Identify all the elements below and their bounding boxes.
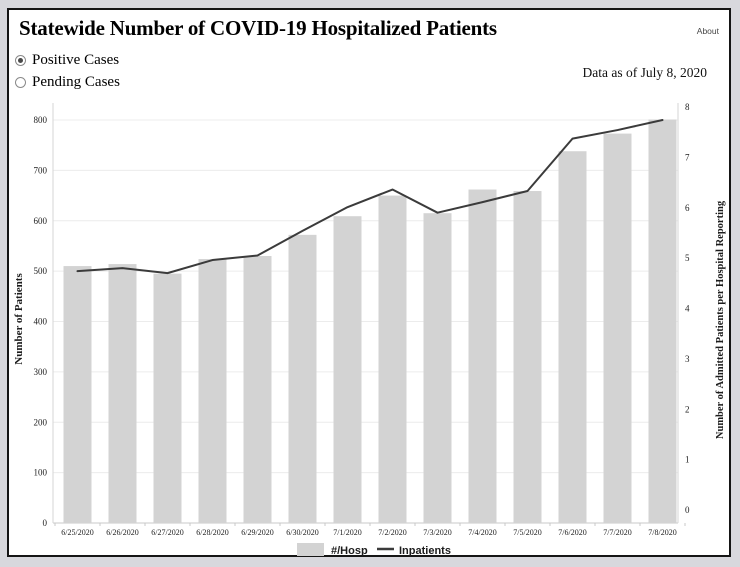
page-title: Statewide Number of COVID-19 Hospitalize… <box>19 16 497 40</box>
data-as-of-label: Data as of July 8, 2020 <box>582 65 707 80</box>
legend-bar-swatch <box>297 543 324 556</box>
left-axis-title: Number of Patients <box>13 273 25 365</box>
case-type-radio-group: Positive Cases Pending Cases <box>15 52 120 96</box>
x-axis-label: 6/29/2020 <box>241 528 273 537</box>
radio-unselected-icon[interactable] <box>15 77 26 88</box>
left-axis-tick-label: 0 <box>43 518 48 528</box>
bar-7/7/2020 <box>603 133 632 523</box>
x-axis-label: 6/27/2020 <box>151 528 183 537</box>
right-axis-tick-label: 7 <box>685 152 690 162</box>
about-link[interactable]: About <box>696 26 719 36</box>
x-axis-label: 6/25/2020 <box>61 528 93 537</box>
right-axis-tick-label: 8 <box>685 102 690 112</box>
left-axis-tick-label: 500 <box>34 266 48 276</box>
right-axis-tick-label: 6 <box>685 203 690 213</box>
left-axis-tick-label: 100 <box>34 468 48 478</box>
right-axis-title: Number of Admitted Patients per Hospital… <box>715 200 726 439</box>
dashboard-card: Statewide Number of COVID-19 Hospitalize… <box>7 8 731 557</box>
legend-bar-label: #/Hosp <box>331 545 368 557</box>
bar-7/5/2020 <box>513 191 542 523</box>
radio-selected-icon[interactable] <box>15 55 26 66</box>
bar-7/8/2020 <box>648 119 677 523</box>
x-axis-label: 7/5/2020 <box>513 528 541 537</box>
x-axis-label: 7/8/2020 <box>648 528 676 537</box>
bar-6/30/2020 <box>288 234 317 524</box>
left-axis-tick-label: 800 <box>34 115 48 125</box>
x-axis-label: 7/6/2020 <box>558 528 586 537</box>
x-axis-label: 6/28/2020 <box>196 528 228 537</box>
bar-6/29/2020 <box>243 256 272 523</box>
x-axis-label: 7/3/2020 <box>423 528 451 537</box>
right-axis-tick-label: 5 <box>685 253 690 263</box>
x-axis-label: 7/4/2020 <box>468 528 496 537</box>
right-axis-tick-label: 0 <box>685 505 690 515</box>
inpatients-line <box>76 119 664 275</box>
radio-positive-cases[interactable]: Positive Cases <box>15 52 120 69</box>
bar-7/1/2020 <box>333 216 362 523</box>
right-axis-tick-label: 2 <box>685 404 690 414</box>
bar-7/2/2020 <box>378 195 407 523</box>
right-axis-tick-label: 1 <box>685 455 690 465</box>
left-axis-tick-label: 700 <box>34 165 48 175</box>
radio-pending-cases-label: Pending Cases <box>32 74 120 90</box>
right-axis-tick-label: 4 <box>685 304 690 314</box>
bar-7/6/2020 <box>558 151 587 524</box>
x-axis-label: 7/1/2020 <box>333 528 361 537</box>
radio-pending-cases[interactable]: Pending Cases <box>15 74 120 91</box>
right-axis-tick-label: 3 <box>685 354 690 364</box>
bar-6/25/2020 <box>63 266 92 523</box>
bar-6/26/2020 <box>108 264 137 523</box>
legend-line-label: Inpatients <box>399 545 451 557</box>
bar-7/4/2020 <box>468 189 497 523</box>
x-axis-label: 7/2/2020 <box>378 528 406 537</box>
radio-positive-cases-label: Positive Cases <box>32 52 120 68</box>
x-axis-label: 6/26/2020 <box>106 528 138 537</box>
left-axis-tick-label: 300 <box>34 367 48 377</box>
left-axis-tick-label: 600 <box>34 216 48 226</box>
bar-6/28/2020 <box>198 259 227 523</box>
x-axis-label: 6/30/2020 <box>286 528 318 537</box>
x-axis-label: 7/7/2020 <box>603 528 631 537</box>
bar-7/3/2020 <box>423 213 452 523</box>
chart-svg: 0 100 200 300 400 500 600 700 800 0 1 2 3 4 5 6 7 8 6/25/2… <box>13 102 726 557</box>
left-axis-tick-label: 400 <box>34 317 48 327</box>
left-axis-tick-label: 200 <box>34 417 48 427</box>
bar-6/27/2020 <box>153 273 182 523</box>
